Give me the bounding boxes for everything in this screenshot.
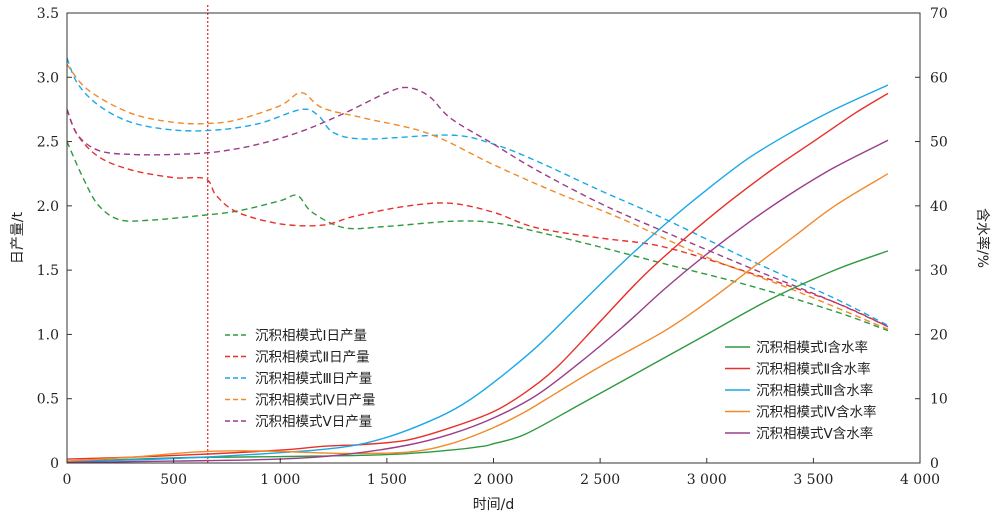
- y-left-tick-label: 1.0: [37, 327, 59, 343]
- x-tick-label: 0: [63, 472, 72, 488]
- legend-label-right: 沉积相模式Ⅲ含水率: [756, 382, 873, 399]
- y-right-tick-label: 60: [930, 70, 948, 86]
- x-tick-label: 2 500: [580, 472, 620, 488]
- x-tick-label: 3 500: [793, 472, 833, 488]
- series-line-5: [66, 86, 889, 328]
- x-tick-label: 500: [160, 472, 187, 488]
- y-left-tick-label: 2.5: [37, 135, 59, 151]
- plot-area: [66, 5, 889, 464]
- legend-label-left: 沉积相模式Ⅱ日产量: [255, 350, 370, 366]
- y-left-tick-label: 3.0: [37, 70, 59, 86]
- series-line-6: [66, 250, 889, 463]
- series-line-1: [66, 141, 889, 332]
- y-left-tick-label: 3.5: [37, 6, 59, 22]
- legend-label-left: 沉积相模式Ⅳ日产量: [255, 393, 375, 409]
- legend-label-left: 沉积相模式Ⅲ日产量: [255, 371, 372, 387]
- axes: 0 500 1 000 1 500 2 000 2 500 3 000 3 500 4 0000…: [10, 6, 991, 513]
- x-tick-label: 1 000: [260, 472, 300, 488]
- y-right-tick-label: 10: [930, 392, 948, 408]
- x-tick-label: 3 000: [687, 472, 727, 488]
- y-left-tick-label: 0.5: [37, 392, 59, 408]
- x-axis-title: 时间/d: [473, 497, 515, 513]
- series-line-3: [66, 57, 889, 327]
- series-line-2: [66, 109, 889, 328]
- legend-label-right: 沉积相模式Ⅱ含水率: [756, 361, 871, 378]
- legend-label-right: 沉积相模式Ⅴ含水率: [756, 425, 873, 442]
- x-tick-label: 2 000: [473, 472, 513, 488]
- y-right-tick-label: 20: [930, 327, 948, 343]
- x-tick-label: 1 500: [367, 472, 407, 488]
- legend-label-left: 沉积相模式Ⅴ日产量: [255, 414, 372, 430]
- y-left-tick-label: 0: [50, 456, 59, 472]
- y-right-axis-title: 含水率/%: [974, 208, 991, 268]
- y-left-tick-label: 1.5: [37, 263, 59, 279]
- legend-label-right: 沉积相模式Ⅰ含水率: [756, 339, 868, 356]
- y-right-tick-label: 40: [930, 199, 948, 215]
- y-right-tick-label: 30: [930, 263, 948, 279]
- y-left-tick-label: 2.0: [37, 199, 59, 215]
- y-right-tick-label: 50: [930, 135, 948, 151]
- legends: 沉积相模式Ⅰ日产量沉积相模式Ⅱ日产量沉积相模式Ⅲ日产量沉积相模式Ⅳ日产量沉积相模…: [225, 328, 876, 442]
- y-right-tick-label: 0: [930, 456, 939, 472]
- legend-label-left: 沉积相模式Ⅰ日产量: [255, 328, 367, 344]
- legend-label-right: 沉积相模式Ⅳ含水率: [756, 404, 876, 421]
- y-left-axis-title: 日产量/t: [10, 211, 26, 264]
- x-tick-label: 4 000: [900, 472, 940, 488]
- series-line-9: [66, 173, 889, 462]
- series-line-4: [66, 63, 889, 330]
- y-right-tick-label: 70: [930, 6, 948, 22]
